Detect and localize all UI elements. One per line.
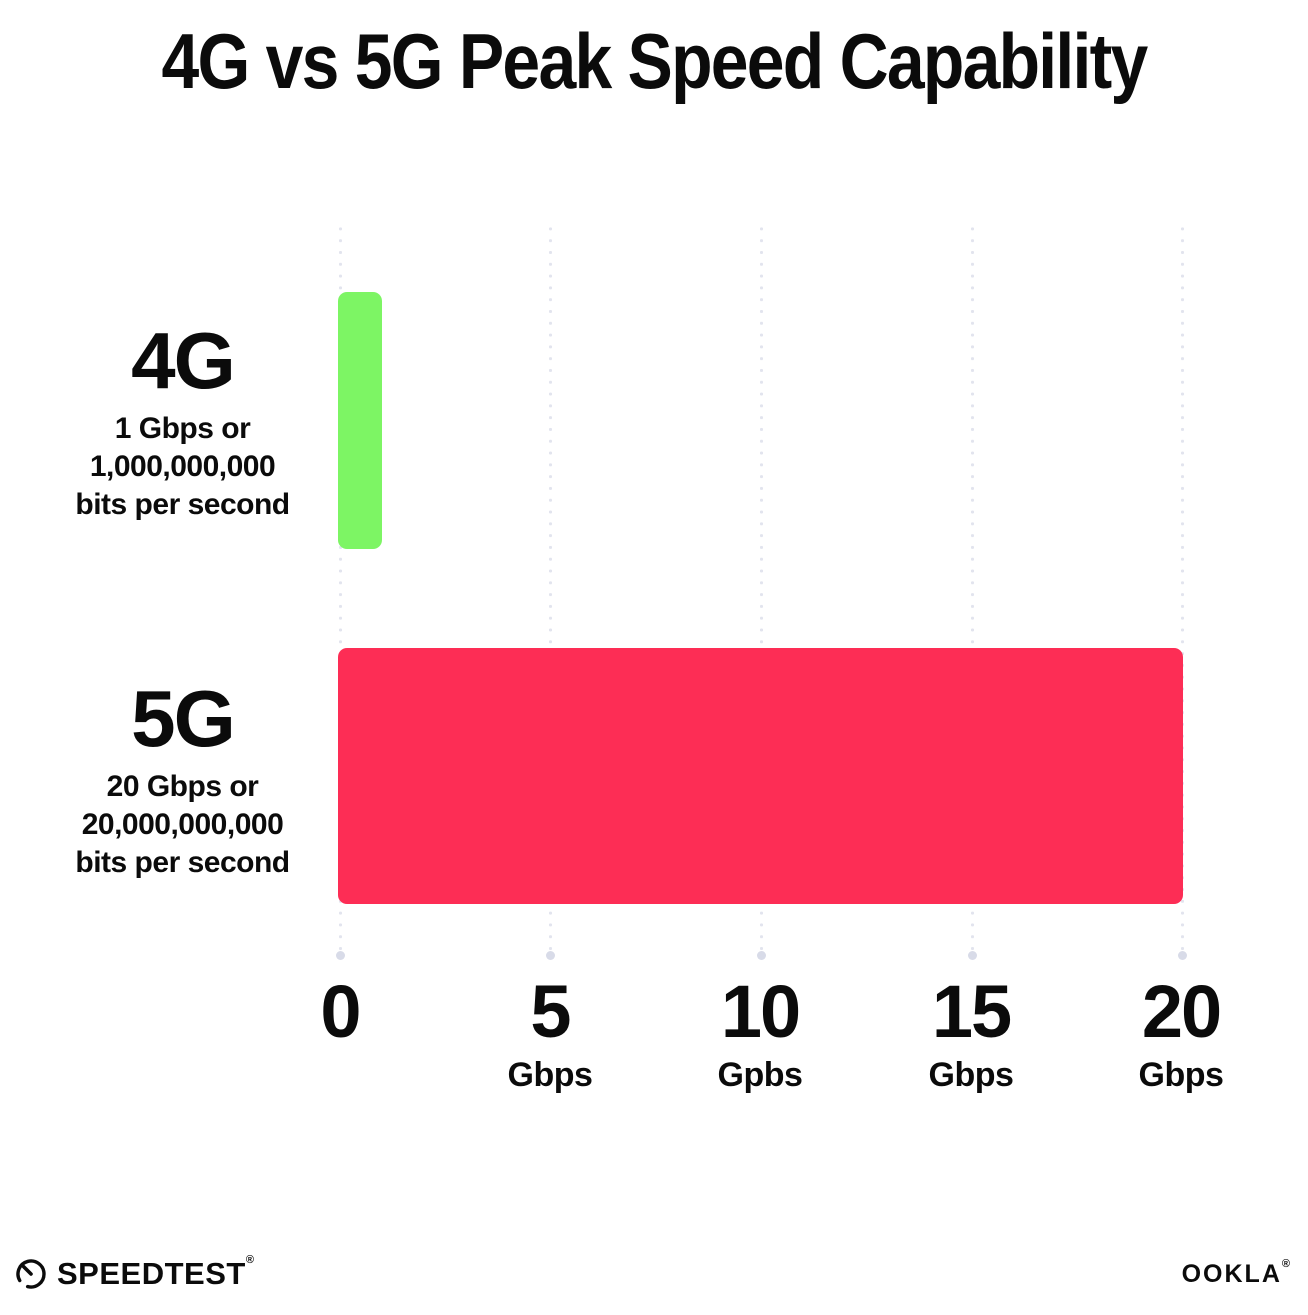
row-desc-line: 20 Gbps or <box>106 770 259 803</box>
speedtest-logo: SPEEDTEST® <box>14 1254 255 1292</box>
registered-trademark-icon: ® <box>245 1254 255 1266</box>
row-name-4g: 4G <box>131 316 236 405</box>
x-tick-value: 20 <box>1141 970 1222 1053</box>
ookla-logo: OOKLA® <box>1181 1258 1292 1289</box>
gridline-end-dot <box>546 951 555 960</box>
gridline-end-dot <box>1178 951 1187 960</box>
gridline-10 <box>760 223 763 950</box>
x-tick-unit: Gbps <box>1138 1056 1224 1094</box>
ookla-label: OOKLA <box>1181 1260 1282 1288</box>
gridline-end-dot <box>336 951 345 960</box>
x-tick-unit: Gbps <box>928 1056 1014 1094</box>
gridline-end-dot <box>968 951 977 960</box>
chart-title: 4G vs 5G Peak Speed Capability <box>161 17 1148 105</box>
gridline-20 <box>1181 223 1184 950</box>
speedtest-label: SPEEDTEST <box>57 1256 246 1291</box>
gridline-end-dot <box>757 951 766 960</box>
bar-5g <box>338 648 1183 904</box>
x-tick-value: 10 <box>720 970 801 1053</box>
gridline-5 <box>549 223 552 950</box>
registered-trademark-icon: ® <box>1281 1258 1292 1270</box>
speedtest-wordmark: SPEEDTEST® <box>57 1254 255 1292</box>
row-desc-line: bits per second <box>75 846 290 879</box>
x-tick-value: 15 <box>931 970 1012 1053</box>
x-tick-5: 5 Gbps <box>460 970 640 1095</box>
row-label-4g: 4G 1 Gbps or 1,000,000,000 bits per seco… <box>55 316 310 524</box>
row-name-5g: 5G <box>131 674 236 763</box>
x-tick-20: 20 Gbps <box>1091 970 1271 1095</box>
row-label-5g: 5G 20 Gbps or 20,000,000,000 bits per se… <box>55 674 310 882</box>
x-tick-unit <box>250 1056 430 1090</box>
row-desc-line: bits per second <box>75 488 290 521</box>
x-tick-value: 5 <box>530 970 571 1053</box>
bar-4g <box>338 292 382 549</box>
row-desc-line: 1,000,000,000 <box>89 450 276 483</box>
speedometer-gauge-icon <box>16 1259 46 1289</box>
row-desc-4g: 1 Gbps or 1,000,000,000 bits per second <box>55 410 310 524</box>
x-tick-unit: Gbps <box>507 1056 593 1094</box>
x-tick-15: 15 Gbps <box>881 970 1061 1095</box>
x-tick-value: 0 <box>320 970 361 1053</box>
row-desc-5g: 20 Gbps or 20,000,000,000 bits per secon… <box>55 768 310 882</box>
x-tick-0: 0 <box>250 970 430 1090</box>
row-desc-line: 1 Gbps or <box>114 412 251 445</box>
x-tick-10: 10 Gpbs <box>670 970 850 1095</box>
gridline-15 <box>971 223 974 950</box>
gridline-0 <box>339 223 342 950</box>
row-desc-line: 20,000,000,000 <box>81 808 284 841</box>
x-tick-unit: Gpbs <box>717 1056 803 1094</box>
